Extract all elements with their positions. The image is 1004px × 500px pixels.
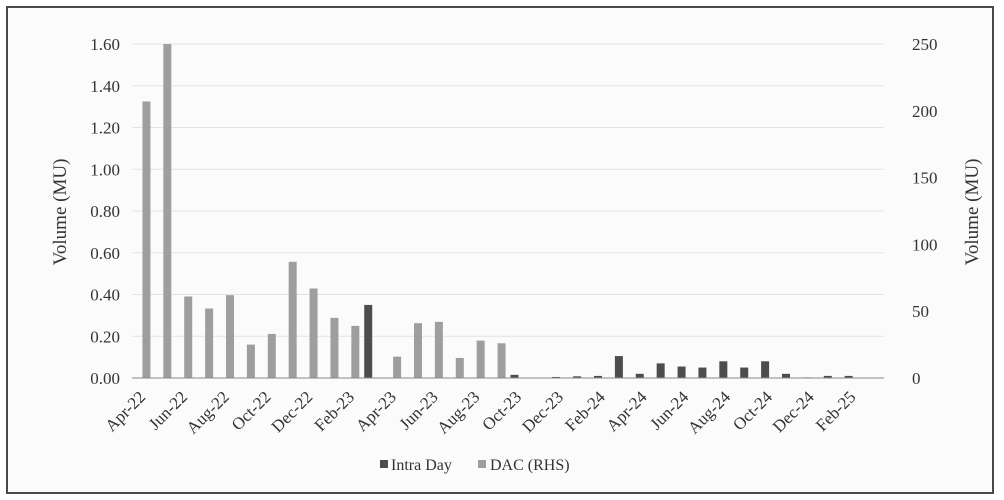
right-tick-label: 100 (912, 235, 938, 254)
x-axis-ticks: Apr-22Jun-22Aug-22Oct-22Dec-22Feb-23Apr-… (101, 387, 859, 438)
bar-intra-day (844, 375, 853, 378)
bar-intra-day (635, 373, 644, 378)
bar-dac (497, 343, 506, 378)
x-tick-label: Apr-24 (603, 387, 651, 435)
x-tick-label: Dec-22 (268, 387, 317, 436)
x-tick-label: Dec-23 (518, 387, 567, 436)
bar-dac (205, 308, 214, 378)
right-tick-label: 150 (912, 169, 938, 188)
bar-dac (455, 357, 464, 378)
right-tick-label: 0 (912, 369, 921, 388)
right-axis-title: Volume (MU) (962, 159, 983, 266)
legend: Intra Day DAC (RHS) (380, 457, 570, 474)
bar-dac (267, 333, 276, 378)
left-axis-title: Volume (MU) (50, 159, 71, 266)
bar-intra-day (740, 367, 749, 378)
bar-dac (226, 295, 234, 378)
bar-intra-day (594, 375, 602, 378)
x-tick-label: Feb-24 (561, 387, 609, 435)
bar-dac (434, 321, 443, 378)
bar-intra-day (782, 373, 790, 378)
bars (142, 44, 853, 379)
bar-dac (184, 296, 193, 378)
bar-dac (351, 325, 360, 378)
bar-dac (246, 344, 255, 378)
x-tick-label: Oct-24 (729, 387, 776, 434)
x-tick-label: Apr-22 (101, 387, 149, 435)
bar-dac (163, 44, 172, 378)
bar-intra-day (677, 366, 686, 378)
legend-label-dac: DAC (RHS) (490, 457, 570, 474)
right-tick-label: 200 (912, 102, 938, 121)
x-tick-label: Aug-23 (433, 387, 483, 437)
bar-intra-day (719, 361, 728, 378)
bar-dac (393, 356, 402, 378)
x-tick-label: Feb-23 (311, 387, 358, 434)
bar-intra-day (614, 356, 623, 378)
legend-swatch-intra-day (380, 460, 388, 468)
x-tick-label: Oct-22 (228, 387, 275, 434)
x-tick-label: Feb-25 (812, 387, 859, 434)
left-axis-ticks: 0.00 0.20 0.40 0.60 0.80 1.00 1.20 1.40 1.60 (90, 35, 120, 388)
bar-intra-day (510, 374, 519, 378)
bar-intra-day (656, 363, 665, 378)
left-tick-label: 0.00 (90, 369, 120, 388)
left-tick-label: 0.60 (90, 244, 120, 263)
x-tick-label: Oct-23 (478, 387, 525, 434)
left-tick-label: 0.40 (90, 286, 120, 305)
left-tick-label: 1.20 (90, 119, 120, 138)
bar-dac (476, 340, 485, 378)
left-tick-label: 1.00 (90, 160, 120, 179)
left-tick-label: 0.20 (90, 327, 120, 346)
right-axis-ticks: 0 50 100 150 200 250 (912, 35, 938, 388)
left-tick-label: 0.80 (90, 202, 120, 221)
bar-intra-day (552, 376, 561, 378)
bar-intra-day (364, 304, 373, 378)
bar-intra-day (698, 367, 707, 378)
bar-dac (414, 323, 422, 378)
bar-dac (309, 288, 318, 378)
right-tick-label: 250 (912, 35, 938, 54)
bar-dac (330, 317, 339, 378)
x-tick-label: Aug-24 (684, 387, 735, 438)
x-tick-label: Apr-23 (352, 387, 400, 435)
x-tick-label: Aug-22 (183, 387, 233, 437)
gridlines (132, 43, 884, 379)
bar-intra-day (823, 375, 832, 378)
bar-intra-day (761, 361, 770, 378)
left-tick-label: 1.40 (90, 77, 120, 96)
bar-dac (288, 261, 297, 378)
left-tick-label: 1.60 (90, 35, 120, 54)
bar-intra-day (573, 376, 582, 378)
x-tick-label: Dec-24 (769, 387, 818, 436)
bar-dac (142, 101, 151, 378)
right-tick-label: 50 (912, 302, 929, 321)
legend-swatch-dac (478, 460, 486, 468)
legend-label-intra-day: Intra Day (391, 457, 452, 474)
